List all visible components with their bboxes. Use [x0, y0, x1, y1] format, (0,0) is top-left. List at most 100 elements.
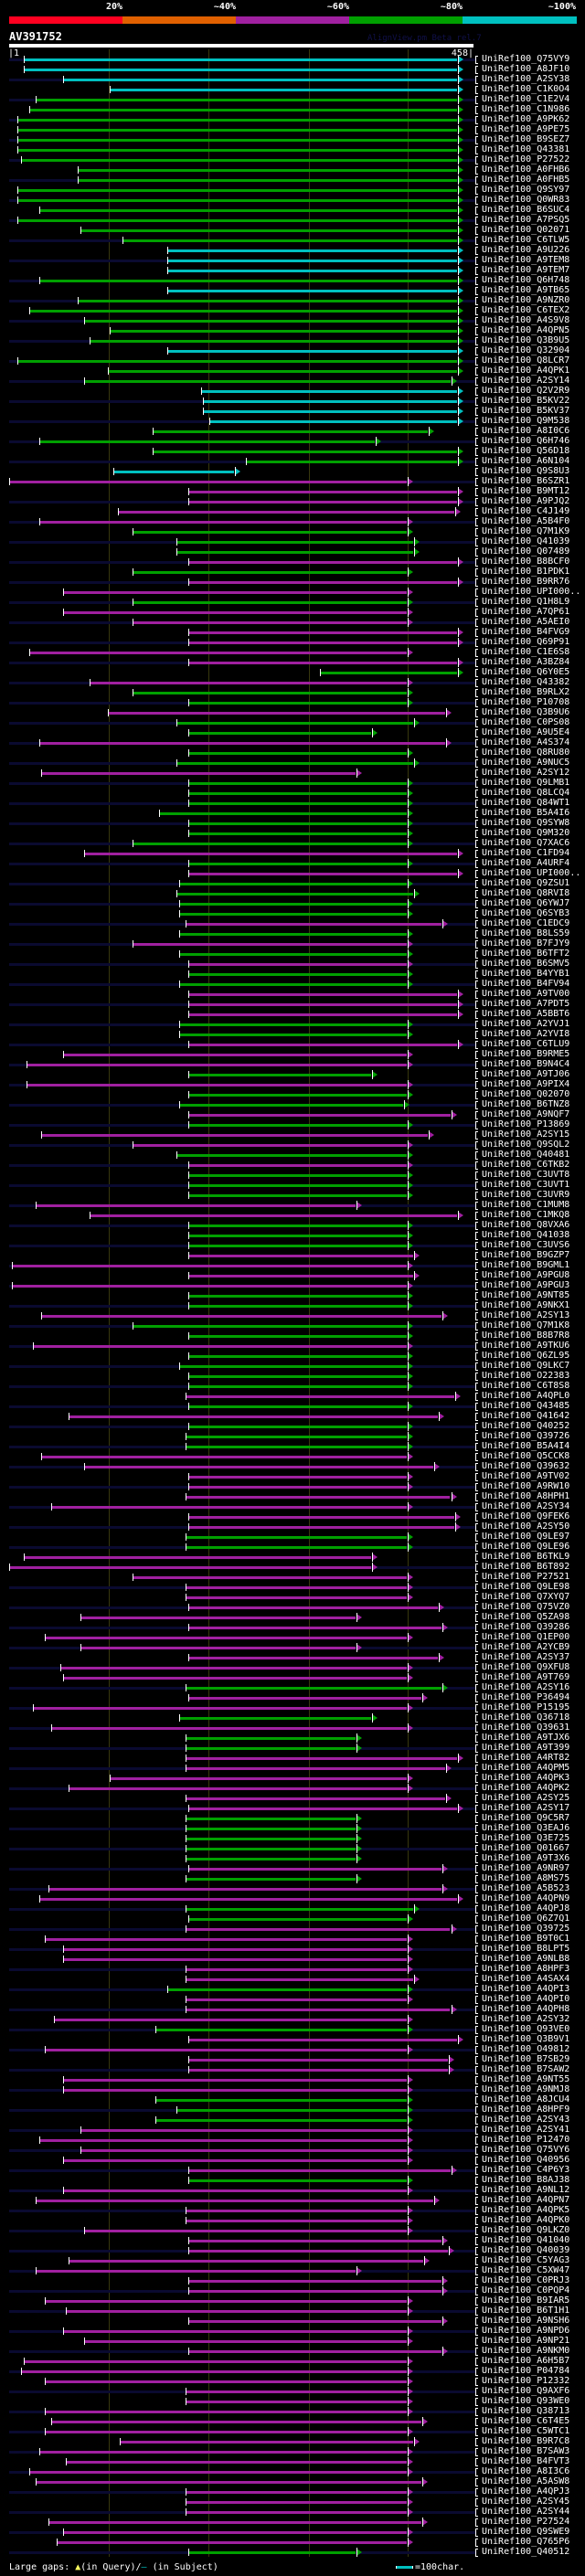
alignment-bar[interactable]	[62, 1054, 408, 1056]
hit-label[interactable]: UniRef100_A2SY43	[482, 2115, 570, 2125]
hit-label[interactable]: UniRef100_P27521	[482, 1572, 570, 1582]
hit-label[interactable]: UniRef100_Q40039	[482, 2245, 570, 2255]
alignment-bar[interactable]	[185, 1818, 356, 1820]
hit-label[interactable]: UniRef100_A0FHB5	[482, 175, 570, 185]
hit-label[interactable]: UniRef100_B8LS59	[482, 928, 570, 938]
hit-label[interactable]: UniRef100_A6H5B7	[482, 2356, 570, 2366]
hit-label[interactable]: UniRef100_Q43485	[482, 1401, 570, 1411]
hit-label[interactable]: UniRef100_B4YYB1	[482, 969, 570, 979]
alignment-bar[interactable]	[187, 1184, 408, 1187]
hit-label[interactable]: UniRef100_P15195	[482, 1702, 570, 1712]
hit-label[interactable]: UniRef100_B9MT12	[482, 486, 570, 496]
hit-label[interactable]: UniRef100_Q1EP00	[482, 1632, 570, 1642]
hit-label[interactable]: UniRef100_C3UVS6	[482, 1240, 570, 1250]
alignment-bar[interactable]	[185, 1767, 446, 1770]
alignment-bar[interactable]	[12, 1285, 408, 1288]
alignment-bar[interactable]	[41, 772, 356, 775]
hit-label[interactable]: UniRef100_C1EDC9	[482, 918, 570, 928]
alignment-bar[interactable]	[187, 993, 457, 996]
alignment-bar[interactable]	[44, 2411, 408, 2413]
hit-label[interactable]: UniRef100_A4QPK5	[482, 2205, 570, 2215]
hit-label[interactable]: UniRef100_B9T0C1	[482, 1934, 570, 1944]
alignment-bar[interactable]	[20, 2370, 408, 2373]
alignment-bar[interactable]	[187, 641, 457, 644]
hit-label[interactable]: UniRef100_B9N4C4	[482, 1059, 570, 1069]
alignment-bar[interactable]	[176, 1154, 408, 1157]
hit-label[interactable]: UniRef100_C6TKB2	[482, 1160, 570, 1170]
hit-label[interactable]: UniRef100_O22383	[482, 1371, 570, 1381]
hit-label[interactable]: UniRef100_A5AEI0	[482, 617, 570, 627]
alignment-bar[interactable]	[187, 1606, 438, 1609]
alignment-bar[interactable]	[41, 1456, 408, 1458]
hit-label[interactable]: UniRef100_Q07489	[482, 546, 570, 557]
alignment-bar[interactable]	[176, 541, 413, 544]
alignment-bar[interactable]	[132, 1576, 408, 1579]
hit-label[interactable]: UniRef100_P10708	[482, 697, 570, 707]
hit-label[interactable]: UniRef100_C6T4E5	[482, 2416, 570, 2426]
hit-label[interactable]: UniRef100_A9NKM0	[482, 2346, 570, 2356]
alignment-bar[interactable]	[32, 1707, 408, 1710]
alignment-bar[interactable]	[185, 1858, 356, 1860]
hit-label[interactable]: UniRef100_Q41038	[482, 1230, 570, 1240]
alignment-bar[interactable]	[187, 1375, 408, 1378]
alignment-bar[interactable]	[108, 712, 446, 715]
alignment-bar[interactable]	[62, 1958, 408, 1961]
hit-label[interactable]: UniRef100_B9RME5	[482, 1049, 570, 1059]
alignment-bar[interactable]	[187, 1094, 408, 1097]
hit-label[interactable]: UniRef100_C0PRJ3	[482, 2275, 570, 2285]
hit-label[interactable]: UniRef100_A9NQF7	[482, 1109, 570, 1119]
hit-label[interactable]: UniRef100_A4QPN9	[482, 1893, 570, 1903]
alignment-bar[interactable]	[51, 1727, 408, 1730]
hit-label[interactable]: UniRef100_A9T769	[482, 1672, 570, 1682]
hit-label[interactable]: UniRef100_B6TFT2	[482, 949, 570, 959]
hit-label[interactable]: UniRef100_A7QP61	[482, 607, 570, 617]
hit-label[interactable]: UniRef100_Q3E725	[482, 1833, 570, 1843]
hit-label[interactable]: UniRef100_Q1H8L9	[482, 597, 570, 607]
hit-label[interactable]: UniRef100_Q9S8U3	[482, 466, 570, 476]
alignment-bar[interactable]	[77, 179, 457, 182]
alignment-bar[interactable]	[132, 1144, 408, 1147]
hit-label[interactable]: UniRef100_Q56D18	[482, 446, 570, 456]
hit-label[interactable]: UniRef100_C0PS08	[482, 717, 570, 727]
alignment-bar[interactable]	[187, 1295, 408, 1298]
hit-label[interactable]: UniRef100_A9NSH6	[482, 2316, 570, 2326]
hit-label[interactable]: UniRef100_A2SY37	[482, 1652, 570, 1662]
alignment-bar[interactable]	[179, 953, 408, 956]
hit-label[interactable]: UniRef100_Q41039	[482, 536, 570, 546]
hit-label[interactable]: UniRef100_A5BBT6	[482, 1009, 570, 1019]
alignment-bar[interactable]	[187, 2350, 441, 2353]
hit-label[interactable]: UniRef100_B5KV22	[482, 396, 570, 406]
hit-label[interactable]: UniRef100_A8HPF9	[482, 2104, 570, 2115]
hit-label[interactable]: UniRef100_B6TKL9	[482, 1552, 570, 1562]
alignment-bar[interactable]	[29, 652, 408, 654]
alignment-bar[interactable]	[62, 2159, 408, 2162]
alignment-bar[interactable]	[185, 2501, 408, 2504]
alignment-bar[interactable]	[187, 1003, 457, 1006]
alignment-bar[interactable]	[187, 1335, 408, 1338]
hit-label[interactable]: UniRef100_Q41040	[482, 2235, 570, 2245]
alignment-bar[interactable]	[179, 913, 408, 916]
hit-label[interactable]: UniRef100_A5ASW8	[482, 2476, 570, 2486]
hit-label[interactable]: UniRef100_A4QPJ8	[482, 1903, 570, 1913]
hit-label[interactable]: UniRef100_Q9LE96	[482, 1542, 570, 1552]
alignment-bar[interactable]	[24, 58, 457, 61]
alignment-bar[interactable]	[187, 1044, 457, 1046]
hit-label[interactable]: UniRef100_Q9LE97	[482, 1532, 570, 1542]
alignment-bar[interactable]	[185, 1596, 408, 1599]
hit-label[interactable]: UniRef100_Q9SQL2	[482, 1140, 570, 1150]
alignment-bar[interactable]	[132, 531, 408, 534]
hit-label[interactable]: UniRef100_Q6Y0E5	[482, 667, 570, 677]
hit-label[interactable]: UniRef100_Q7XYQ7	[482, 1592, 570, 1602]
alignment-bar[interactable]	[62, 2089, 408, 2092]
hit-label[interactable]: UniRef100_Q9SY97	[482, 185, 570, 195]
alignment-bar[interactable]	[69, 1415, 438, 1418]
alignment-bar[interactable]	[132, 943, 408, 946]
alignment-bar[interactable]	[84, 1466, 434, 1468]
hit-label[interactable]: UniRef100_B5A4I4	[482, 1441, 570, 1451]
alignment-bar[interactable]	[155, 2029, 408, 2031]
alignment-bar[interactable]	[132, 1325, 408, 1328]
hit-label[interactable]: UniRef100_A4QPI3	[482, 1984, 570, 1994]
hit-label[interactable]: UniRef100_B1PDK1	[482, 567, 570, 577]
alignment-bar[interactable]	[41, 1134, 428, 1137]
hit-label[interactable]: UniRef100_A4RT82	[482, 1753, 570, 1763]
